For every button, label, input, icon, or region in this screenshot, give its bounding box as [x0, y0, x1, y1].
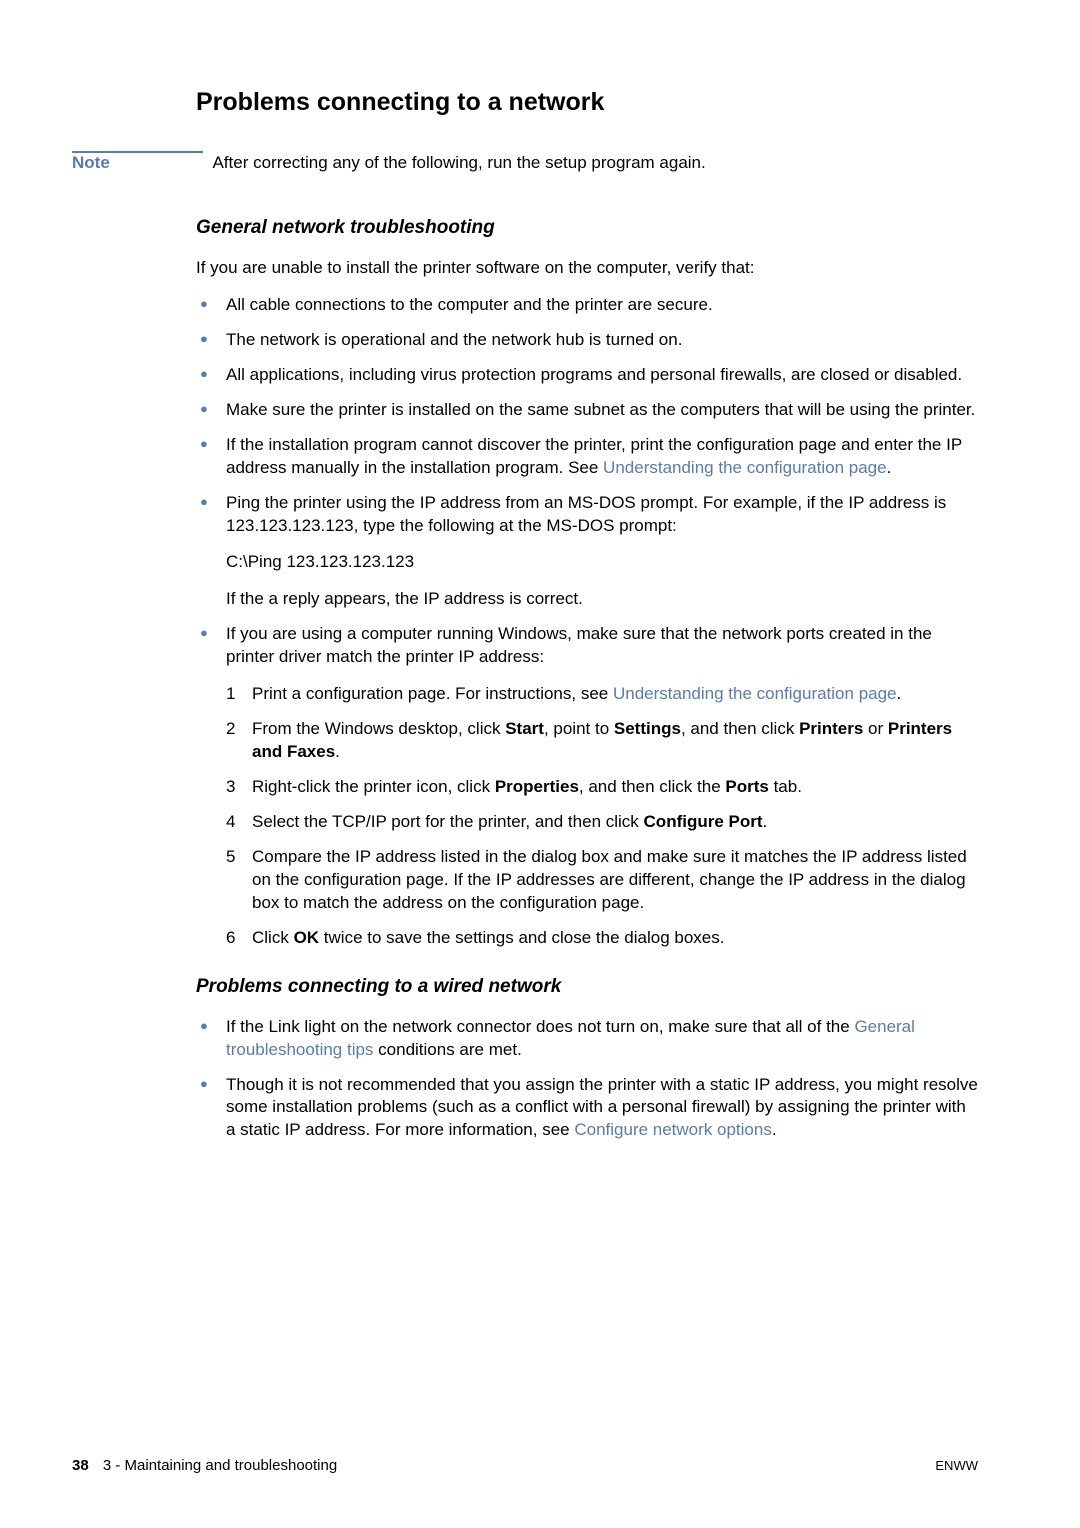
link-understanding-config-page[interactable]: Understanding the configuration page: [603, 458, 887, 477]
text-run: Ping the printer using the IP address fr…: [226, 492, 978, 538]
text-run: .: [887, 458, 892, 477]
text-run: .: [772, 1120, 777, 1139]
text-run: Click: [252, 928, 294, 947]
list-item: Print a configuration page. For instruct…: [226, 683, 978, 706]
chapter-label: 3 - Maintaining and troubleshooting: [103, 1457, 337, 1474]
text-run: tab.: [769, 777, 802, 796]
text-run: If the a reply appears, the IP address i…: [226, 588, 978, 611]
list-item: If the Link light on the network connect…: [196, 1016, 978, 1062]
list-item: All applications, including virus protec…: [196, 364, 978, 387]
text-run: If you are using a computer running Wind…: [226, 623, 978, 669]
footer-left: 38 3 - Maintaining and troubleshooting: [72, 1457, 337, 1474]
text-run: Print a configuration page. For instruct…: [252, 684, 613, 703]
list-item: The network is operational and the netwo…: [196, 329, 978, 352]
document-page: Problems connecting to a network Note Af…: [0, 0, 1080, 1528]
list-item: Compare the IP address listed in the dia…: [226, 846, 978, 915]
bold-run: OK: [294, 928, 320, 947]
link-configure-network-options[interactable]: Configure network options: [574, 1120, 772, 1139]
text-run: , and then click: [681, 719, 799, 738]
numbered-list: Print a configuration page. For instruct…: [226, 683, 978, 949]
code-line: C:\Ping 123.123.123.123: [226, 551, 978, 574]
section-intro: If you are unable to install the printer…: [196, 257, 978, 280]
page-title: Problems connecting to a network: [196, 88, 978, 117]
list-item: Ping the printer using the IP address fr…: [196, 492, 978, 612]
page-number: 38: [72, 1457, 89, 1474]
list-item: From the Windows desktop, click Start, p…: [226, 718, 978, 764]
list-item: Make sure the printer is installed on th…: [196, 399, 978, 422]
page-footer: 38 3 - Maintaining and troubleshooting E…: [72, 1457, 978, 1474]
text-run: .: [897, 684, 902, 703]
text-run: Right-click the printer icon, click: [252, 777, 495, 796]
text-run: , and then click the: [579, 777, 725, 796]
section-heading: Problems connecting to a wired network: [196, 976, 978, 998]
bold-run: Configure Port: [644, 812, 763, 831]
list-item: All cable connections to the computer an…: [196, 294, 978, 317]
note-block: Note After correcting any of the followi…: [72, 149, 978, 173]
list-item: If the installation program cannot disco…: [196, 434, 978, 480]
section-wired-network: Problems connecting to a wired network I…: [196, 976, 978, 1143]
text-run: From the Windows desktop, click: [252, 719, 505, 738]
bullet-list: All cable connections to the computer an…: [196, 294, 978, 950]
bold-run: Ports: [725, 777, 768, 796]
footer-right: ENWW: [935, 1458, 978, 1473]
list-item: Select the TCP/IP port for the printer, …: [226, 811, 978, 834]
list-item: If you are using a computer running Wind…: [196, 623, 978, 949]
bold-run: Settings: [614, 719, 681, 738]
list-item: Click OK twice to save the settings and …: [226, 927, 978, 950]
bullet-list: If the Link light on the network connect…: [196, 1016, 978, 1143]
section-general-network: General network troubleshooting If you a…: [196, 217, 978, 1142]
bold-run: Properties: [495, 777, 579, 796]
link-understanding-config-page[interactable]: Understanding the configuration page: [613, 684, 897, 703]
list-item: Though it is not recommended that you as…: [196, 1074, 978, 1143]
text-run: or: [863, 719, 888, 738]
text-run: conditions are met.: [373, 1040, 521, 1059]
text-run: Select the TCP/IP port for the printer, …: [252, 812, 644, 831]
note-label: Note: [72, 153, 208, 173]
text-run: .: [763, 812, 768, 831]
text-run: twice to save the settings and close the…: [319, 928, 724, 947]
bold-run: Printers: [799, 719, 863, 738]
list-item: Right-click the printer icon, click Prop…: [226, 776, 978, 799]
bold-run: Start: [505, 719, 544, 738]
text-run: , point to: [544, 719, 614, 738]
note-text: After correcting any of the following, r…: [212, 153, 705, 172]
text-run: .: [335, 742, 340, 761]
text-run: If the Link light on the network connect…: [226, 1017, 854, 1036]
section-heading: General network troubleshooting: [196, 217, 978, 239]
